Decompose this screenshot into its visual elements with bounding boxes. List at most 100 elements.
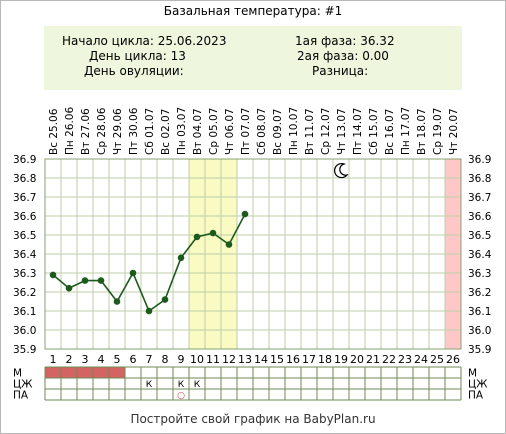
y-tick-label-left: 36.7 xyxy=(13,192,36,204)
date-label: Ср 05.07 xyxy=(208,108,220,155)
phase1-text: 1ая фаза: 36.32 xyxy=(295,34,395,48)
day-number-label: 2 xyxy=(66,353,73,366)
date-label: Пт 30.06 xyxy=(128,107,140,155)
y-tick-label-right: 35.9 xyxy=(468,344,491,356)
day-number-label: 14 xyxy=(254,353,268,366)
day-number-label: 4 xyxy=(98,353,105,366)
temperature-point xyxy=(113,298,121,305)
temperature-point xyxy=(177,254,185,262)
row-label-right: ПА xyxy=(468,390,484,402)
date-label: Чт 06.07 xyxy=(224,108,236,155)
date-label: Сб 15.07 xyxy=(368,108,380,155)
row-mark: К xyxy=(178,380,185,390)
moon-icon xyxy=(333,162,349,179)
temperature-point xyxy=(145,307,153,315)
date-label: Вс 16.07 xyxy=(384,109,396,155)
y-tick-label-left: 36.3 xyxy=(13,268,36,280)
date-label: Чт 20.07 xyxy=(448,108,460,155)
date-label: Пн 10.07 xyxy=(288,107,300,155)
day-number-label: 11 xyxy=(206,353,220,366)
menstruation-cell xyxy=(109,367,125,378)
day-number-label: 1 xyxy=(50,353,57,366)
plot-border xyxy=(44,158,462,350)
y-tick-label-left: 36.8 xyxy=(13,173,36,185)
row-mark: ○ xyxy=(177,391,185,401)
date-label: Вт 27.06 xyxy=(80,108,92,155)
row-label-right: М xyxy=(468,368,477,380)
day-number-label: 6 xyxy=(130,353,137,366)
y-tick-label-left: 36.2 xyxy=(13,287,36,299)
date-label: Вс 09.07 xyxy=(272,109,284,155)
day-number-label: 23 xyxy=(398,353,412,366)
temperature-point xyxy=(81,277,89,284)
cycle-info-panel: Начало цикла: 25.06.2023 День цикла: 13 … xyxy=(44,26,462,90)
date-label: Вт 11.07 xyxy=(304,108,316,155)
ovulation-day-text: День овуляции: xyxy=(84,64,184,78)
row-label-right: ЦЖ xyxy=(468,379,488,391)
y-tick-label-right: 36.9 xyxy=(468,154,491,166)
y-tick-label-left: 36.0 xyxy=(13,325,36,337)
row-mark: К xyxy=(194,380,201,390)
footer-link[interactable]: Постройте свой график на BabyPlan.ru xyxy=(130,412,376,426)
day-number-label: 25 xyxy=(430,353,444,366)
y-tick-label-right: 36.3 xyxy=(468,268,491,280)
phase2-text: 2ая фаза: 0.00 xyxy=(297,49,389,63)
menstruation-cell xyxy=(77,367,93,378)
row-label-left: ПА xyxy=(13,390,29,402)
y-tick-label-left: 36.1 xyxy=(13,306,36,318)
row-label-left: ЦЖ xyxy=(13,379,33,391)
menstruation-cell xyxy=(93,367,109,378)
date-label: Пн 03.07 xyxy=(176,107,188,155)
temperature-point xyxy=(129,269,137,277)
date-label: Пн 26.06 xyxy=(64,107,76,155)
date-label: Вт 04.07 xyxy=(192,108,204,155)
menstruation-cell xyxy=(61,367,77,378)
y-tick-label-right: 36.7 xyxy=(468,192,491,204)
cycle-start-text: Начало цикла: 25.06.2023 xyxy=(62,34,227,48)
date-label: Чт 13.07 xyxy=(336,108,348,155)
temperature-point xyxy=(193,233,201,241)
menstruation-cell xyxy=(45,367,61,378)
temperature-point xyxy=(65,284,73,292)
y-tick-label-left: 36.5 xyxy=(13,230,36,242)
day-number-label: 26 xyxy=(446,353,460,366)
date-label: Вс 25.06 xyxy=(48,108,60,155)
date-label: Сб 01.07 xyxy=(144,108,156,155)
day-number-label: 24 xyxy=(414,353,428,366)
temperature-point xyxy=(241,210,249,218)
day-number-label: 10 xyxy=(190,353,204,366)
y-tick-label-right: 36.1 xyxy=(468,306,491,318)
temperature-point xyxy=(49,271,57,279)
date-label: Вс 02.07 xyxy=(160,109,172,155)
date-label: Ср 19.07 xyxy=(432,108,444,155)
date-label: Пт 07.07 xyxy=(240,108,252,155)
day-number-label: 16 xyxy=(286,353,300,366)
y-tick-label-left: 36.4 xyxy=(13,249,37,261)
date-label: Ср 12.07 xyxy=(320,108,332,155)
day-number-label: 5 xyxy=(114,353,121,366)
y-tick-label-left: 35.9 xyxy=(13,344,36,356)
y-tick-label-right: 36.2 xyxy=(468,287,491,299)
temperature-point xyxy=(209,229,217,237)
temperature-point xyxy=(97,277,105,284)
y-tick-label-left: 36.6 xyxy=(13,211,37,223)
day-number-label: 13 xyxy=(238,353,252,366)
day-number-label: 20 xyxy=(350,353,364,366)
day-number-label: 21 xyxy=(366,353,380,366)
temperature-point xyxy=(161,296,169,303)
y-tick-label-right: 36.8 xyxy=(468,173,491,185)
y-tick-label-left: 36.9 xyxy=(13,154,36,166)
day-number-label: 18 xyxy=(318,353,332,366)
row-label-left: М xyxy=(13,368,22,380)
day-number-label: 22 xyxy=(382,353,396,366)
cycle-day-text: День цикла: 13 xyxy=(89,49,186,63)
day-number-label: 12 xyxy=(222,353,236,366)
day-number-label: 17 xyxy=(302,353,316,366)
temperature-point xyxy=(225,241,233,248)
chart-title: Базальная температура: #1 xyxy=(163,4,343,18)
y-tick-label-right: 36.0 xyxy=(468,325,491,337)
y-tick-label-right: 36.4 xyxy=(468,249,492,261)
date-label: Пн 17.07 xyxy=(400,107,412,155)
day-number-label: 9 xyxy=(178,353,185,366)
